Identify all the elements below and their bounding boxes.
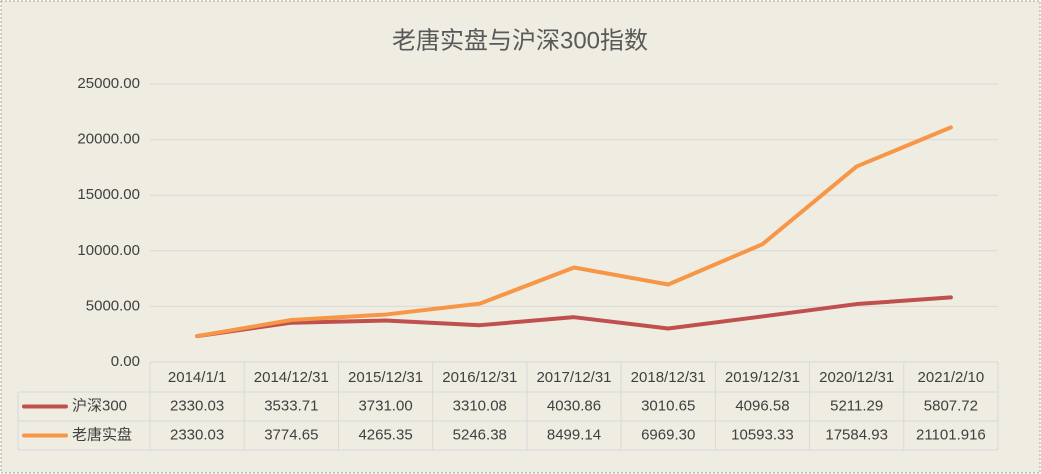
table-value: 17584.93 [825,426,888,443]
table-value: 5211.29 [830,397,883,414]
table-value: 4030.86 [547,397,601,414]
table-value: 3533.71 [264,397,318,414]
table-value: 2330.03 [170,397,224,414]
series-line [195,125,953,339]
legend-label: 老唐实盘 [72,425,132,443]
y-tick-label: 0.00 [111,353,140,370]
y-tick-label: 15000.00 [77,186,140,203]
y-tick-label: 5000.00 [86,297,140,314]
table-value: 3731.00 [358,397,412,414]
y-tick-label: 20000.00 [77,131,140,148]
x-tick-label: 2021/2/10 [918,369,985,386]
table-value: 3010.65 [641,397,695,414]
y-tick-label: 10000.00 [77,242,140,259]
table-value: 4265.35 [358,426,412,443]
table-value: 4096.58 [735,397,789,414]
table-value: 2330.03 [170,426,224,443]
x-tick-label: 2014/1/1 [168,369,226,386]
x-tick-label: 2014/12/31 [254,369,329,386]
table-value: 5246.38 [453,426,507,443]
table-value: 10593.33 [731,426,794,443]
x-tick-label: 2019/12/31 [725,369,800,386]
table-value: 3310.08 [453,397,507,414]
legend-label: 沪深300 [72,397,127,414]
table-value: 3774.65 [264,426,318,443]
x-tick-label: 2015/12/31 [348,369,423,386]
x-tick-label: 2017/12/31 [536,369,611,386]
table-value: 5807.72 [924,397,978,414]
table-value: 21101.916 [916,426,986,443]
table-value: 6969.30 [641,426,695,443]
table-value: 8499.14 [547,426,601,443]
series-line [195,295,953,339]
x-tick-label: 2018/12/31 [631,369,706,386]
x-tick-label: 2020/12/31 [819,369,894,386]
chart-title: 老唐实盘与沪深300指数 [392,27,648,54]
y-tick-label: 25000.00 [77,75,140,92]
x-tick-label: 2016/12/31 [442,369,517,386]
